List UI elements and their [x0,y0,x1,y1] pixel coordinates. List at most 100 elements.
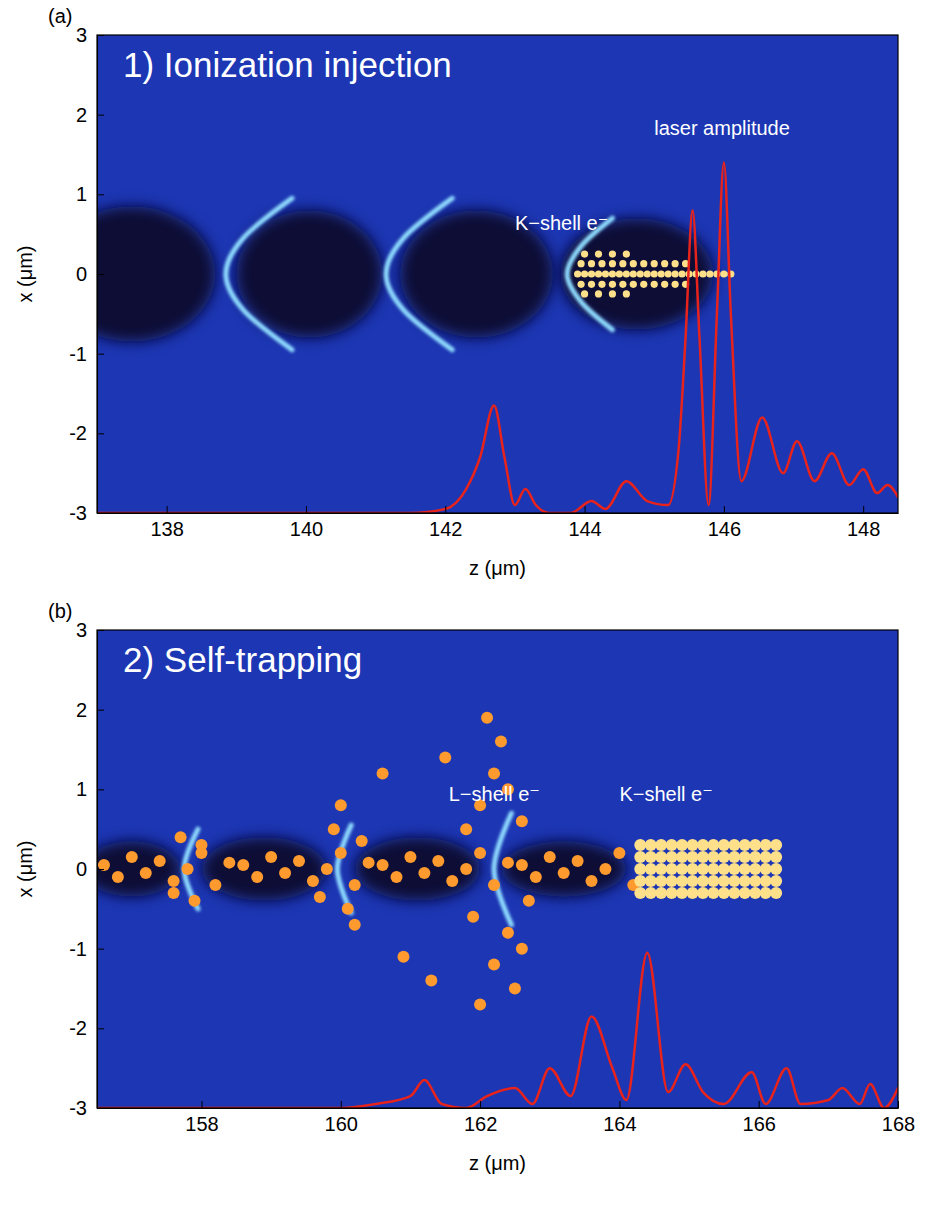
particle [770,851,782,863]
particle [655,863,667,875]
tick-mark [97,1108,104,1109]
particle [655,875,667,887]
tick-label: 162 [464,1113,497,1135]
series [226,198,613,349]
particle [595,270,602,277]
particle [335,847,347,859]
particle [749,875,761,887]
particle [634,851,646,863]
particle [609,290,616,297]
particle [251,871,263,883]
particle [634,875,646,887]
particle [749,887,761,899]
particle [623,270,630,277]
particle [672,281,679,288]
panel-title: 1) Ionization injection [123,45,452,84]
particle [630,270,637,277]
tick: -1 [69,938,104,960]
particle [770,875,782,887]
panel: 138140142144146148-3-2-10123z (μm)x (μm)… [14,5,899,579]
axis: 138140142144146148 [98,506,899,540]
axis-line [98,1108,899,1109]
tick: 1 [76,183,104,205]
series [98,712,639,1011]
tick: 148 [847,506,880,540]
tick: 3 [76,24,104,46]
particle [672,270,679,277]
panel: 158160162164166168-3-2-10123z (μm)x (μm)… [14,600,915,1174]
particle [630,281,637,288]
axis: -3-2-10123 [69,24,104,524]
particle [770,839,782,851]
tick-mark [167,506,168,513]
particle [391,871,403,883]
particle [182,863,194,875]
particle [661,281,668,288]
tick: 160 [325,1101,358,1135]
tick-mark [97,949,104,950]
particle [676,839,688,851]
tick-mark [445,506,446,513]
particle [707,887,719,899]
annotation: K−shell e⁻ [515,212,608,234]
tick-mark [480,1101,481,1108]
tick-label: 1 [76,183,87,205]
particle [577,260,584,267]
particle [98,859,110,871]
particle [630,260,637,267]
tick-mark [97,630,104,631]
x-axis-title: z (μm) [469,1152,526,1174]
particle [595,250,602,257]
tick-mark [97,115,104,116]
tick-mark [341,1101,342,1108]
axis: -3-2-10123 [69,619,104,1119]
tick-label: -3 [69,502,87,524]
particle [572,855,584,867]
axis: 158160162164166168 [98,1101,916,1135]
particle [342,903,354,915]
particle [665,270,672,277]
tick-label: 3 [76,619,87,641]
particle [474,998,486,1010]
y-axis-title: x (μm) [14,245,36,302]
tick-mark [898,1101,899,1108]
particle [335,799,347,811]
particle [676,875,688,887]
particle [623,290,630,297]
particle [581,270,588,277]
particle [718,863,730,875]
particle [637,270,644,277]
particle [602,270,609,277]
particle [672,260,679,267]
particle [195,839,207,851]
particle [760,887,772,899]
tick-label: 168 [882,1113,915,1135]
particle [739,887,751,899]
tick: 0 [76,263,104,285]
particle [651,260,658,267]
particle [699,270,706,277]
particle [678,270,685,277]
particle [112,871,124,883]
series [634,839,782,899]
particle [640,281,647,288]
plot-frame [97,630,898,1108]
tick-label: -1 [69,343,87,365]
series [97,162,898,513]
tick-label: 0 [76,263,87,285]
particle [588,281,595,288]
tick: 138 [150,506,183,540]
particle [544,851,556,863]
particle [619,260,626,267]
particle [645,875,657,887]
particle [446,875,458,887]
particle [279,867,291,879]
particle [728,875,740,887]
particle [728,863,740,875]
particle [676,863,688,875]
particle [718,875,730,887]
particle [687,875,699,887]
particle [404,851,416,863]
panel-title: 2) Self-trapping [123,640,362,679]
tick: 166 [743,1101,776,1135]
